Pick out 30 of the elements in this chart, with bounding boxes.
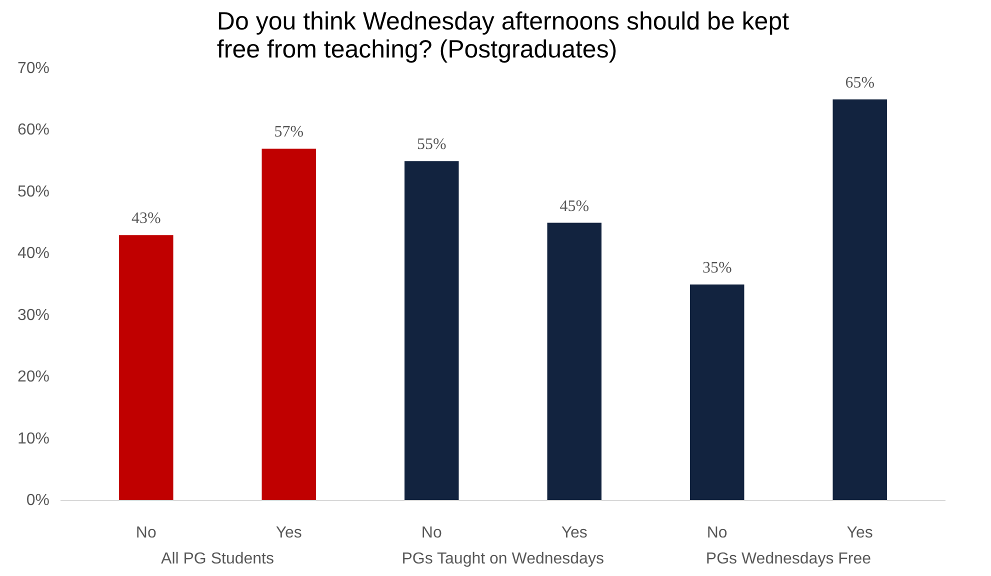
text: PGs Taught on Wednesdays (402, 550, 604, 568)
y-tick-label: 20% (17, 368, 50, 386)
data-label: 45% (560, 198, 590, 215)
data-label: 55% (416, 136, 446, 154)
x-tick-label: Yes (846, 524, 873, 542)
bar (404, 161, 459, 500)
bar (690, 284, 744, 500)
y-tick-label: 70% (17, 60, 50, 77)
y-tick-label: 30% (17, 306, 50, 324)
y-tick-label: 50% (17, 183, 50, 200)
y-tick-label: 0% (26, 492, 50, 509)
bar (547, 222, 602, 500)
data-label: 65% (845, 74, 875, 92)
y-tick-label: 60% (17, 122, 50, 139)
x-tick-label: No (421, 524, 442, 542)
y-tick-label: 10% (17, 430, 50, 448)
data-label: 43% (131, 210, 161, 228)
text: All PG Students (161, 550, 274, 568)
data-label: 57% (274, 124, 304, 141)
x-tick-label: No (706, 524, 728, 542)
y-tick-label: 40% (17, 245, 50, 262)
chart-title: Do you think Wednesday afternoons should be kept free from teaching? (Postgraduates) (216, 8, 790, 64)
x-tick-label: No (136, 524, 156, 542)
text: PGs Wednesdays Free (706, 550, 872, 568)
bar (119, 235, 174, 500)
x-tick-label: Yes (276, 524, 302, 542)
bar (832, 99, 887, 500)
data-label: 35% (702, 260, 732, 276)
x-tick-label: Yes (561, 524, 588, 542)
bar (262, 148, 316, 500)
